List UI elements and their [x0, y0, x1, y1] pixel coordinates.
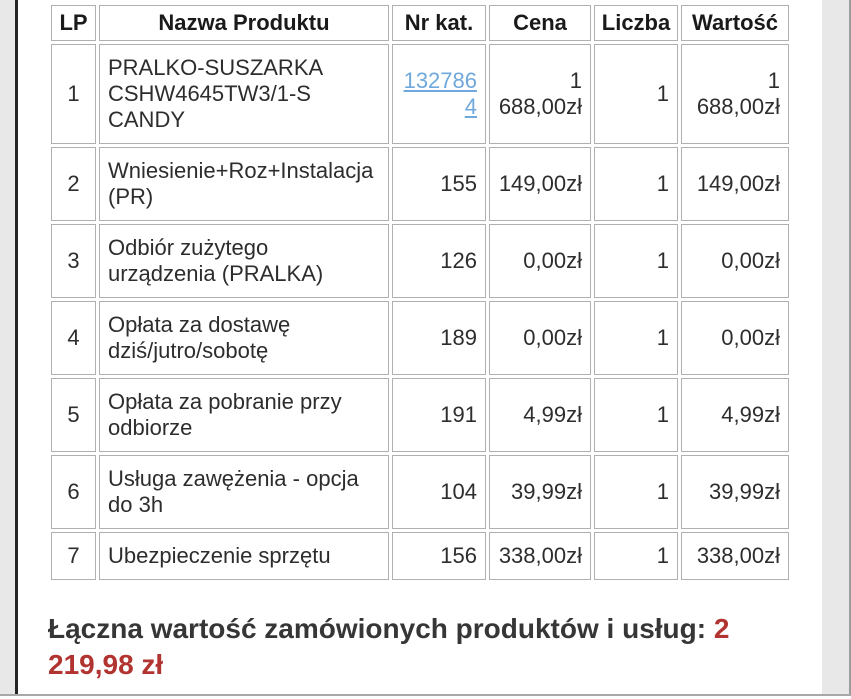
- order-row-1: 1 PRALKO-SUSZARKA CSHW4645TW3/1-S CANDY …: [51, 44, 789, 144]
- cell-lp: 4: [51, 301, 96, 375]
- cell-product-name: Opłata za pobranie przy odbiorze: [99, 378, 389, 452]
- cell-price: 149,00zł: [489, 147, 591, 221]
- cell-price: 1 688,00zł: [489, 44, 591, 144]
- cell-quantity: 1: [594, 532, 678, 580]
- cell-catalog-number: 191: [392, 378, 486, 452]
- cell-quantity: 1: [594, 378, 678, 452]
- cell-quantity: 1: [594, 455, 678, 529]
- cell-product-name: Usługa zawężenia - opcja do 3h: [99, 455, 389, 529]
- order-row-5: 5 Opłata za pobranie przy odbiorze 191 4…: [51, 378, 789, 452]
- cell-product-name: Ubezpieczenie sprzętu: [99, 532, 389, 580]
- col-header-price: Cena: [489, 5, 591, 41]
- cell-value: 0,00zł: [681, 301, 789, 375]
- cell-value: 4,99zł: [681, 378, 789, 452]
- cell-price: 338,00zł: [489, 532, 591, 580]
- order-total-label: Łączna wartość zamówionych produktów i u…: [48, 613, 707, 644]
- order-total-summary: Łączna wartość zamówionych produktów i u…: [48, 611, 790, 683]
- cell-lp: 5: [51, 378, 96, 452]
- window-bottom-edge: [0, 694, 851, 696]
- order-row-7: 7 Ubezpieczenie sprzętu 156 338,00zł 1 3…: [51, 532, 789, 580]
- col-header-catalog-number: Nr kat.: [392, 5, 486, 41]
- cell-product-name: Wniesienie+Roz+Instalacja (PR): [99, 147, 389, 221]
- order-row-6: 6 Usługa zawężenia - opcja do 3h 104 39,…: [51, 455, 789, 529]
- cell-value: 39,99zł: [681, 455, 789, 529]
- cell-catalog-number: 156: [392, 532, 486, 580]
- cell-lp: 3: [51, 224, 96, 298]
- cell-lp: 7: [51, 532, 96, 580]
- cell-quantity: 1: [594, 301, 678, 375]
- cell-catalog-number: 104: [392, 455, 486, 529]
- cell-value: 1 688,00zł: [681, 44, 789, 144]
- catalog-number-link[interactable]: 1327864: [403, 68, 477, 119]
- col-header-product-name: Nazwa Produktu: [99, 5, 389, 41]
- cell-product-name: Opłata za dostawę dziś/jutro/sobotę: [99, 301, 389, 375]
- cell-value: 338,00zł: [681, 532, 789, 580]
- header-row: LP Nazwa Produktu Nr kat. Cena Liczba Wa…: [51, 5, 789, 41]
- col-header-quantity: Liczba: [594, 5, 678, 41]
- cell-catalog-number: 189: [392, 301, 486, 375]
- scrollbar-track[interactable]: [822, 0, 851, 694]
- cell-quantity: 1: [594, 44, 678, 144]
- col-header-value: Wartość: [681, 5, 789, 41]
- left-pane-background: [0, 0, 15, 694]
- cell-value: 149,00zł: [681, 147, 789, 221]
- table-body: 1 PRALKO-SUSZARKA CSHW4645TW3/1-S CANDY …: [51, 44, 789, 580]
- cell-quantity: 1: [594, 224, 678, 298]
- cell-lp: 1: [51, 44, 96, 144]
- cell-lp: 6: [51, 455, 96, 529]
- cell-value: 0,00zł: [681, 224, 789, 298]
- left-pane-divider: [15, 0, 18, 694]
- order-total-amount: 2 219,98 zł: [48, 613, 730, 680]
- order-content: LP Nazwa Produktu Nr kat. Cena Liczba Wa…: [48, 2, 790, 683]
- cell-product-name: Odbiór zużytego urządzenia (PRALKA): [99, 224, 389, 298]
- cell-price: 4,99zł: [489, 378, 591, 452]
- cell-quantity: 1: [594, 147, 678, 221]
- cell-lp: 2: [51, 147, 96, 221]
- cell-catalog-number: 126: [392, 224, 486, 298]
- cell-catalog-number: 1327864: [392, 44, 486, 144]
- table-header: LP Nazwa Produktu Nr kat. Cena Liczba Wa…: [51, 5, 789, 41]
- col-header-lp: LP: [51, 5, 96, 41]
- cell-product-name: PRALKO-SUSZARKA CSHW4645TW3/1-S CANDY: [99, 44, 389, 144]
- order-row-2: 2 Wniesienie+Roz+Instalacja (PR) 155 149…: [51, 147, 789, 221]
- cell-price: 0,00zł: [489, 301, 591, 375]
- cell-catalog-number: 155: [392, 147, 486, 221]
- order-row-3: 3 Odbiór zużytego urządzenia (PRALKA) 12…: [51, 224, 789, 298]
- order-items-table: LP Nazwa Produktu Nr kat. Cena Liczba Wa…: [48, 2, 792, 583]
- cell-price: 39,99zł: [489, 455, 591, 529]
- order-row-4: 4 Opłata za dostawę dziś/jutro/sobotę 18…: [51, 301, 789, 375]
- cell-price: 0,00zł: [489, 224, 591, 298]
